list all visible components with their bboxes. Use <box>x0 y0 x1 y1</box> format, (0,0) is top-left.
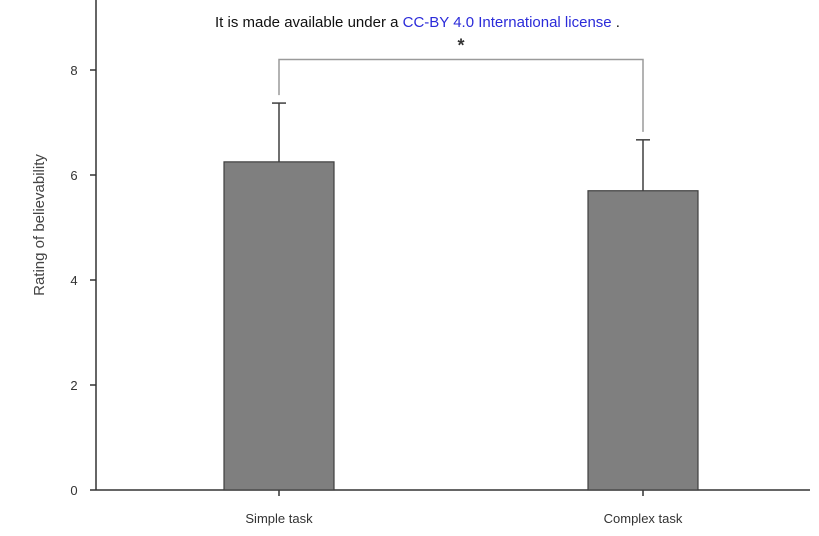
x-tick-label-complex-task: Complex task <box>604 511 683 526</box>
error-bars <box>272 102 650 191</box>
axes <box>90 0 810 496</box>
bar-complex-task <box>587 190 699 491</box>
y-tick-label-6: 6 <box>70 168 77 183</box>
y-axis-label: Rating of believability <box>31 154 48 296</box>
y-tick-label-0: 0 <box>70 483 77 498</box>
y-tick-label-4: 4 <box>70 273 77 288</box>
y-tick-label-8: 8 <box>70 63 77 78</box>
license-link[interactable]: CC-BY 4.0 International license <box>402 14 612 31</box>
license-suffix: . <box>611 14 620 31</box>
license-notice: It is made available under a CC-BY 4.0 I… <box>215 14 620 32</box>
x-tick-label-simple-task: Simple task <box>245 511 313 526</box>
license-prefix: It is made available under a <box>215 14 403 31</box>
axis-labels: 0 2 4 6 8 Simple task Complex task Rating of be… <box>31 63 683 526</box>
significance-bracket <box>278 58 644 132</box>
significance-marker: * <box>457 36 464 56</box>
annotations: * <box>278 36 644 132</box>
y-tick-label-2: 2 <box>70 378 77 393</box>
bars <box>223 161 699 491</box>
bar-simple-task <box>223 161 335 491</box>
